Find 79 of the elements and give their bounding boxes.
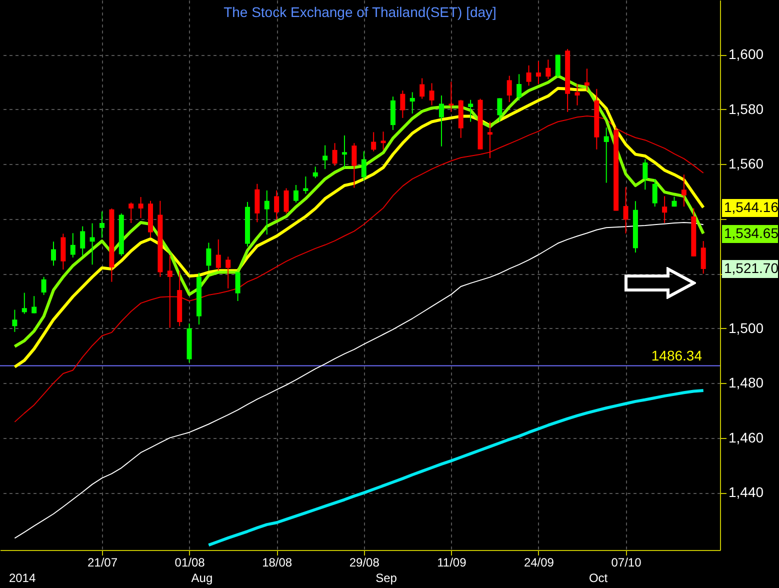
line-series — [207, 388, 705, 547]
candlestick — [167, 254, 172, 328]
candlestick — [642, 158, 648, 190]
x-tick-label: 07/10 — [611, 556, 642, 570]
y-tick-label: 1,480 — [728, 374, 764, 391]
candlestick — [429, 82, 434, 106]
ref-line-label: 1486.34 — [651, 348, 702, 364]
chart-title: The Stock Exchange of Thailand(SET) [day] — [224, 4, 496, 20]
candlestick — [700, 240, 706, 274]
text: 1,521.70 — [722, 260, 778, 278]
candlestick — [206, 242, 212, 272]
candlestick — [555, 54, 560, 78]
candlestick — [506, 75, 512, 103]
candlestick — [235, 272, 240, 302]
candlestick — [22, 292, 27, 314]
text: Sep — [376, 571, 397, 585]
candlestick — [487, 121, 492, 159]
candlestick — [226, 256, 231, 289]
candlestick — [438, 95, 444, 147]
y-tick-label: 1,560 — [728, 156, 764, 172]
candlestick — [12, 309, 18, 332]
candlestick — [41, 276, 46, 296]
candlestick — [90, 222, 95, 266]
candlestick — [448, 81, 454, 112]
candlestick — [361, 150, 366, 182]
candlestick — [332, 142, 338, 166]
candlestick — [420, 78, 425, 100]
candlestick — [662, 196, 668, 224]
candlestick — [516, 74, 522, 101]
text: Aug — [191, 571, 213, 585]
y-tick-label: 1,600 — [728, 46, 764, 62]
candlestick — [536, 60, 541, 85]
candlestick — [652, 178, 658, 208]
candlestick — [70, 232, 76, 258]
candlestick — [468, 99, 474, 122]
candlestick — [380, 131, 386, 150]
y-tick-label: 1,500 — [728, 320, 764, 336]
y-tick-label: 1,440 — [728, 484, 764, 500]
candlestick — [284, 188, 289, 214]
candlestick — [216, 238, 221, 272]
candlestick — [342, 134, 347, 168]
candlestick — [352, 142, 357, 188]
candlestick — [99, 211, 104, 238]
y-tick-label: 1,580 — [728, 100, 764, 117]
y-tick-label: 1,460 — [728, 429, 764, 446]
candlestick — [138, 196, 144, 219]
x-tick-label: 21/07 — [87, 556, 118, 570]
candlestick — [546, 59, 551, 80]
candlestick — [322, 144, 328, 170]
x-tick-label: 29/08 — [349, 556, 380, 570]
candlestick — [303, 176, 308, 194]
candlestick — [410, 92, 415, 114]
candlestick — [80, 226, 86, 256]
x-tick-label: 01/08 — [174, 556, 206, 570]
data-label: 1,534.65 — [722, 224, 778, 243]
candlestick — [623, 186, 628, 234]
candlestick — [274, 190, 280, 220]
candlestick — [681, 174, 686, 208]
candlestick — [128, 202, 134, 224]
text: Oct — [588, 571, 608, 585]
candlestick — [32, 296, 37, 314]
candlestick — [293, 184, 298, 203]
candlestick — [584, 68, 590, 92]
x-tick-label: 18/08 — [262, 556, 292, 570]
candlestick — [400, 90, 406, 118]
line-series — [14, 116, 704, 422]
text: 2014 — [8, 571, 36, 585]
candlestick — [264, 190, 270, 235]
candlestick — [497, 98, 502, 122]
candlestick — [312, 166, 318, 179]
candlestick — [526, 64, 532, 86]
data-label: 1,544.16 — [722, 198, 778, 217]
line-series — [14, 222, 704, 539]
x-tick-label: 11/09 — [437, 556, 467, 570]
x-tick-label: 24/09 — [524, 556, 554, 570]
candlestick — [371, 132, 376, 152]
candlestick — [50, 241, 56, 266]
candlestick — [604, 127, 609, 184]
candlestick — [574, 84, 580, 106]
